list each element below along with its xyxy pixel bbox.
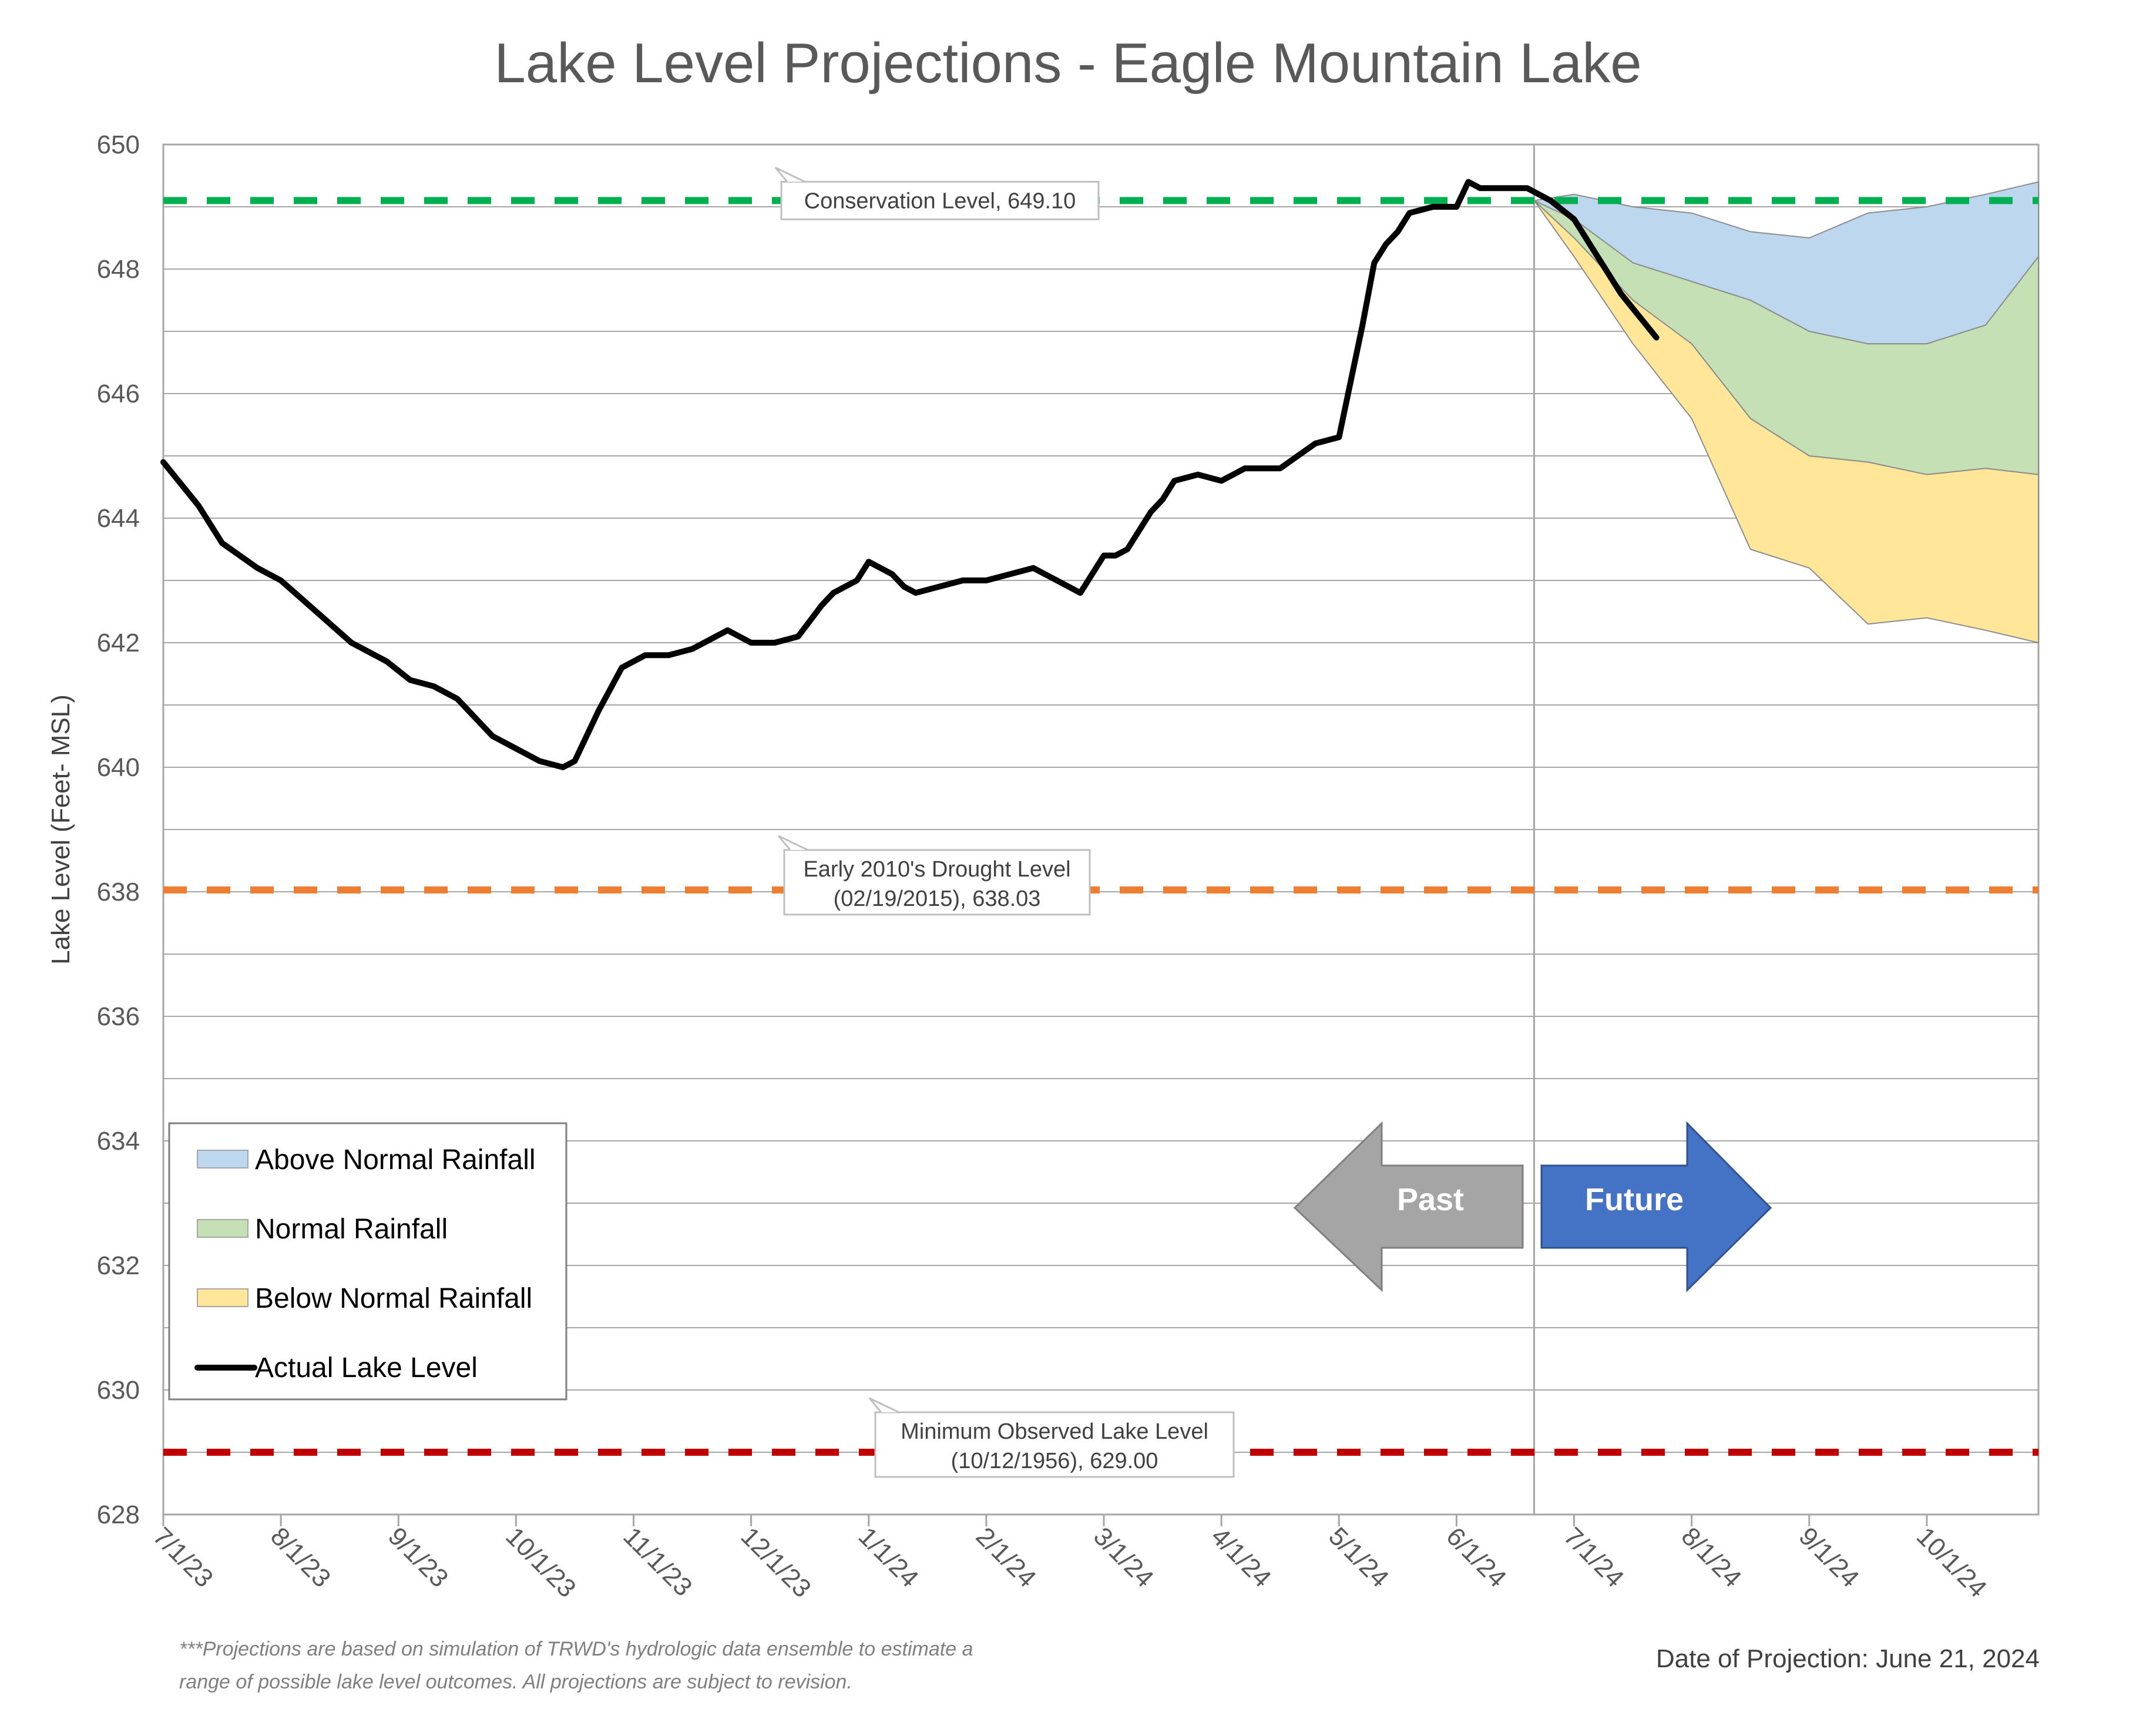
legend-box — [168, 1122, 567, 1401]
legend-label: Normal Rainfall — [255, 1214, 448, 1245]
callout-minimum-observed-lake-level: Minimum Observed Lake Level (10/12/1956),… — [868, 1397, 1235, 1478]
past-arrow — [1293, 1121, 1524, 1292]
callout-box — [783, 849, 1091, 916]
area-below-normal-rainfall — [1533, 200, 2039, 644]
y-tick-label: 648 — [97, 255, 140, 284]
callout-conservation-level: Conservation Level, 649.10 — [774, 167, 1100, 220]
callout-text: Early 2010's Drought Level — [803, 857, 1070, 882]
y-tick-label: 628 — [97, 1500, 140, 1529]
legend-label: Below Normal Rainfall — [255, 1283, 532, 1314]
chart-title: Lake Level Projections - Eagle Mountain … — [494, 32, 1641, 95]
plot-layer: 628 630 632 634 636 638 640 642 644 646 648 650 Lake… — [46, 130, 2040, 1603]
callout-text: (02/19/2015), 638.03 — [834, 887, 1041, 911]
y-tick-label: 634 — [97, 1127, 140, 1156]
y-tick-label: 636 — [97, 1002, 140, 1031]
callout-box — [780, 180, 1100, 220]
y-tick-label: 640 — [97, 753, 140, 782]
legend-label: Actual Lake Level — [255, 1352, 478, 1384]
y-tick-label: 632 — [97, 1251, 140, 1280]
y-tick-label: 644 — [97, 504, 140, 533]
actual-lake-level-line — [160, 179, 1660, 770]
legend-swatch — [197, 1150, 248, 1168]
y-tick-label: 638 — [97, 878, 140, 906]
future-arrow-label: Future — [1585, 1182, 1684, 1217]
date-of-projection: Date of Projection: June 21, 2024 — [1656, 1644, 2040, 1673]
footnote-line-1: ***Projections are based on simulation o… — [179, 1638, 973, 1660]
callout-pointer — [868, 1397, 899, 1413]
callout-text: (10/12/1956), 629.00 — [951, 1449, 1158, 1473]
callout-pointer — [774, 167, 805, 183]
legend-swatch — [197, 1219, 248, 1238]
legend-label: Above Normal Rainfall — [255, 1144, 536, 1176]
callout-box — [874, 1411, 1235, 1478]
callout-text: Conservation Level, 649.10 — [804, 189, 1076, 213]
legend-swatch — [197, 1288, 248, 1307]
callout-pointer — [777, 835, 808, 851]
legend: Above Normal Rainfall Normal Rainfall Belo… — [168, 1122, 567, 1401]
callout-early-2010-s-drought-level: Early 2010's Drought Level (02/19/2015), … — [777, 835, 1091, 916]
past-arrow-label: Past — [1397, 1182, 1464, 1217]
y-tick-label: 630 — [97, 1376, 140, 1405]
y-tick-label: 642 — [97, 629, 140, 657]
y-tick-label: 650 — [97, 130, 140, 159]
y-axis-label: Lake Level (Feet- MSL) — [46, 694, 75, 965]
future-arrow — [1540, 1121, 1772, 1292]
past-future-arrows: Past Future — [1293, 1121, 1772, 1292]
footnote-line-2: range of possible lake level outcomes. A… — [179, 1671, 852, 1693]
y-tick-label: 646 — [97, 380, 140, 408]
callout-text: Minimum Observed Lake Level — [901, 1419, 1208, 1444]
